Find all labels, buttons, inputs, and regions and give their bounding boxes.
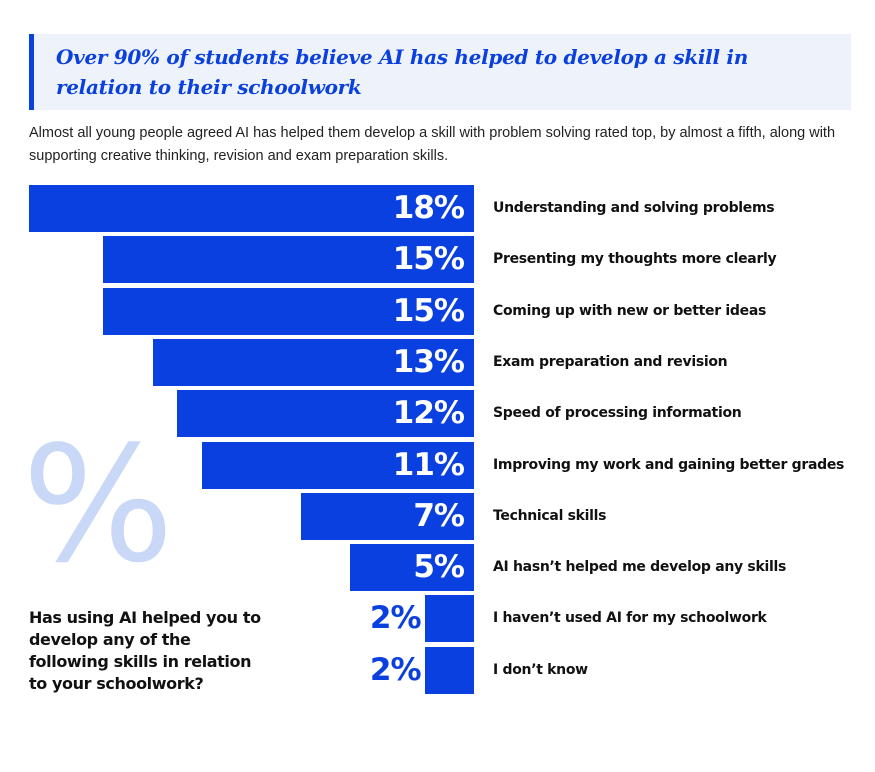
category-label: Understanding and solving problems xyxy=(493,200,775,216)
bar-8 xyxy=(350,544,474,592)
survey-question: Has using AI helped you to develop any o… xyxy=(29,608,261,693)
category-label: Improving my work and gaining better gra… xyxy=(493,456,845,473)
category-label: AI hasn’t helped me develop any skills xyxy=(493,559,786,576)
category-label: Exam preparation and revision xyxy=(493,353,728,370)
bar-1 xyxy=(29,185,474,232)
category-label: Coming up with new or better ideas xyxy=(493,302,767,319)
percent-decor-icon: % xyxy=(22,411,175,598)
category-label: Technical skills xyxy=(493,507,607,524)
category-label: I haven’t used AI for my schoolwork xyxy=(493,610,767,627)
category-label: Presenting my thoughts more clearly xyxy=(493,251,777,268)
value-label: 15% xyxy=(392,292,465,329)
category-label: Speed of processing information xyxy=(493,405,742,422)
value-label: 18% xyxy=(392,190,465,226)
subtitle: Almost all young people agreed AI has he… xyxy=(29,125,836,164)
bar-3 xyxy=(103,287,474,335)
bar-10 xyxy=(424,646,474,694)
bar-6 xyxy=(202,441,474,489)
bar-4 xyxy=(152,338,474,386)
bar-5 xyxy=(177,390,474,438)
category-label: I don’t know xyxy=(493,661,588,678)
value-label: 15% xyxy=(392,241,465,278)
bar-9 xyxy=(424,595,474,643)
value-label: 12% xyxy=(392,395,465,432)
value-label: 2% xyxy=(369,600,422,637)
value-label: 7% xyxy=(413,497,465,534)
value-label: 11% xyxy=(392,446,465,483)
value-label: 2% xyxy=(369,651,422,688)
title-banner: Over 90% of students believe AI has help… xyxy=(29,34,851,110)
page-title: Over 90% of students believe AI has help… xyxy=(56,45,748,99)
bar-2 xyxy=(103,236,474,284)
bar-7 xyxy=(300,492,474,540)
value-label: 5% xyxy=(413,549,465,586)
value-label: 13% xyxy=(392,343,465,380)
